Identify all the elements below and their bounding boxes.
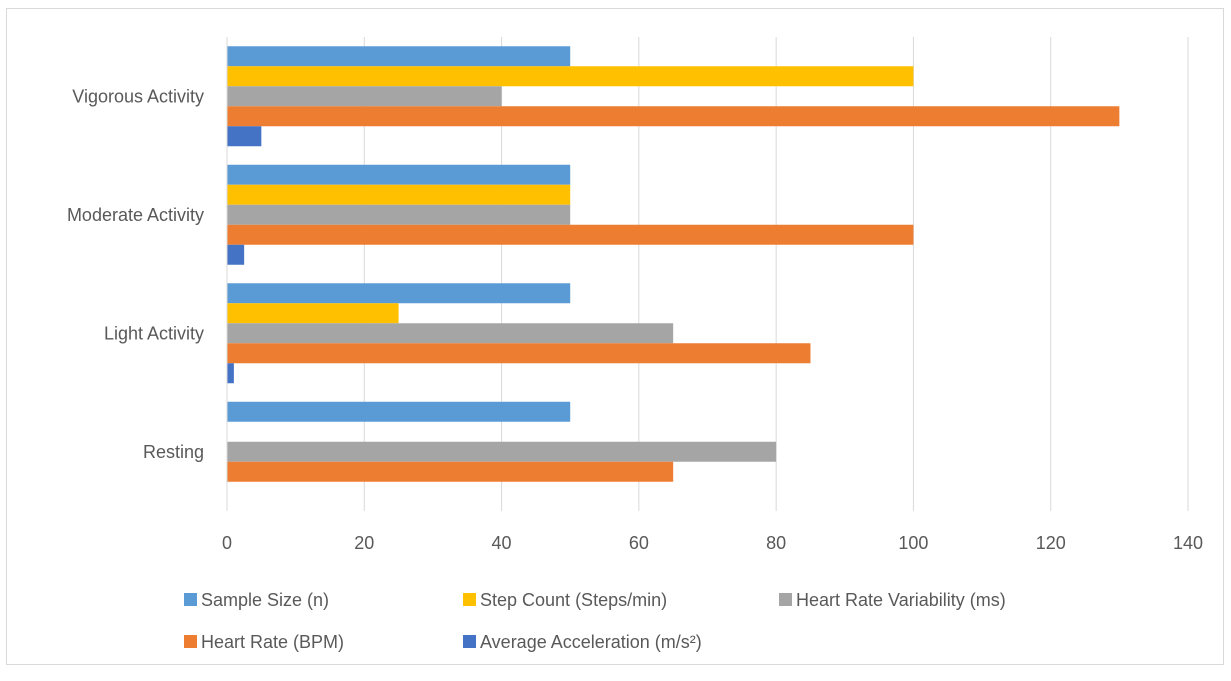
category-label: Resting xyxy=(143,442,204,462)
category-label: Light Activity xyxy=(104,323,204,343)
x-tick-label: 60 xyxy=(629,533,649,553)
bar xyxy=(227,106,1120,127)
x-tick-label: 120 xyxy=(1036,533,1066,553)
x-tick-label: 40 xyxy=(492,533,512,553)
legend: Sample Size (n) Step Count (Steps/min) Hea… xyxy=(184,590,1006,652)
x-tick-label: 20 xyxy=(354,533,374,553)
bar xyxy=(227,401,571,422)
legend-label: Step Count (Steps/min) xyxy=(480,590,667,610)
legend-swatch xyxy=(184,593,197,606)
bar xyxy=(227,461,674,482)
legend-label: Average Acceleration (m/s²) xyxy=(480,632,702,652)
legend-swatch xyxy=(463,593,476,606)
bar xyxy=(227,363,234,384)
bar xyxy=(227,303,399,324)
legend-label: Heart Rate Variability (ms) xyxy=(796,590,1006,610)
legend-swatch xyxy=(779,593,792,606)
bar xyxy=(227,283,571,304)
category-label: Moderate Activity xyxy=(67,205,204,225)
x-tick-label: 140 xyxy=(1173,533,1203,553)
bar xyxy=(227,126,262,147)
bar xyxy=(227,184,571,205)
bar xyxy=(227,244,245,265)
axes: 0 20 40 60 80 100 120 140 Resting Light Activity M… xyxy=(67,37,1203,553)
legend-swatch xyxy=(184,635,197,648)
bar xyxy=(227,164,571,185)
bar xyxy=(227,441,777,462)
legend-label: Heart Rate (BPM) xyxy=(201,632,344,652)
x-tick-label: 0 xyxy=(222,533,232,553)
legend-label: Sample Size (n) xyxy=(201,590,329,610)
bar xyxy=(227,224,914,245)
bar xyxy=(227,343,811,364)
bar xyxy=(227,323,674,344)
chart-frame: 0 20 40 60 80 100 120 140 Resting Light Activity M… xyxy=(6,8,1224,665)
bar xyxy=(227,204,571,225)
bars xyxy=(227,46,1120,482)
x-tick-label: 100 xyxy=(898,533,928,553)
bar xyxy=(227,66,914,87)
x-tick-label: 80 xyxy=(766,533,786,553)
legend-swatch xyxy=(463,635,476,648)
bar xyxy=(227,86,502,107)
bar-chart: 0 20 40 60 80 100 120 140 Resting Light Activity M… xyxy=(67,37,1203,652)
bar xyxy=(227,46,571,67)
category-label: Vigorous Activity xyxy=(72,86,204,106)
